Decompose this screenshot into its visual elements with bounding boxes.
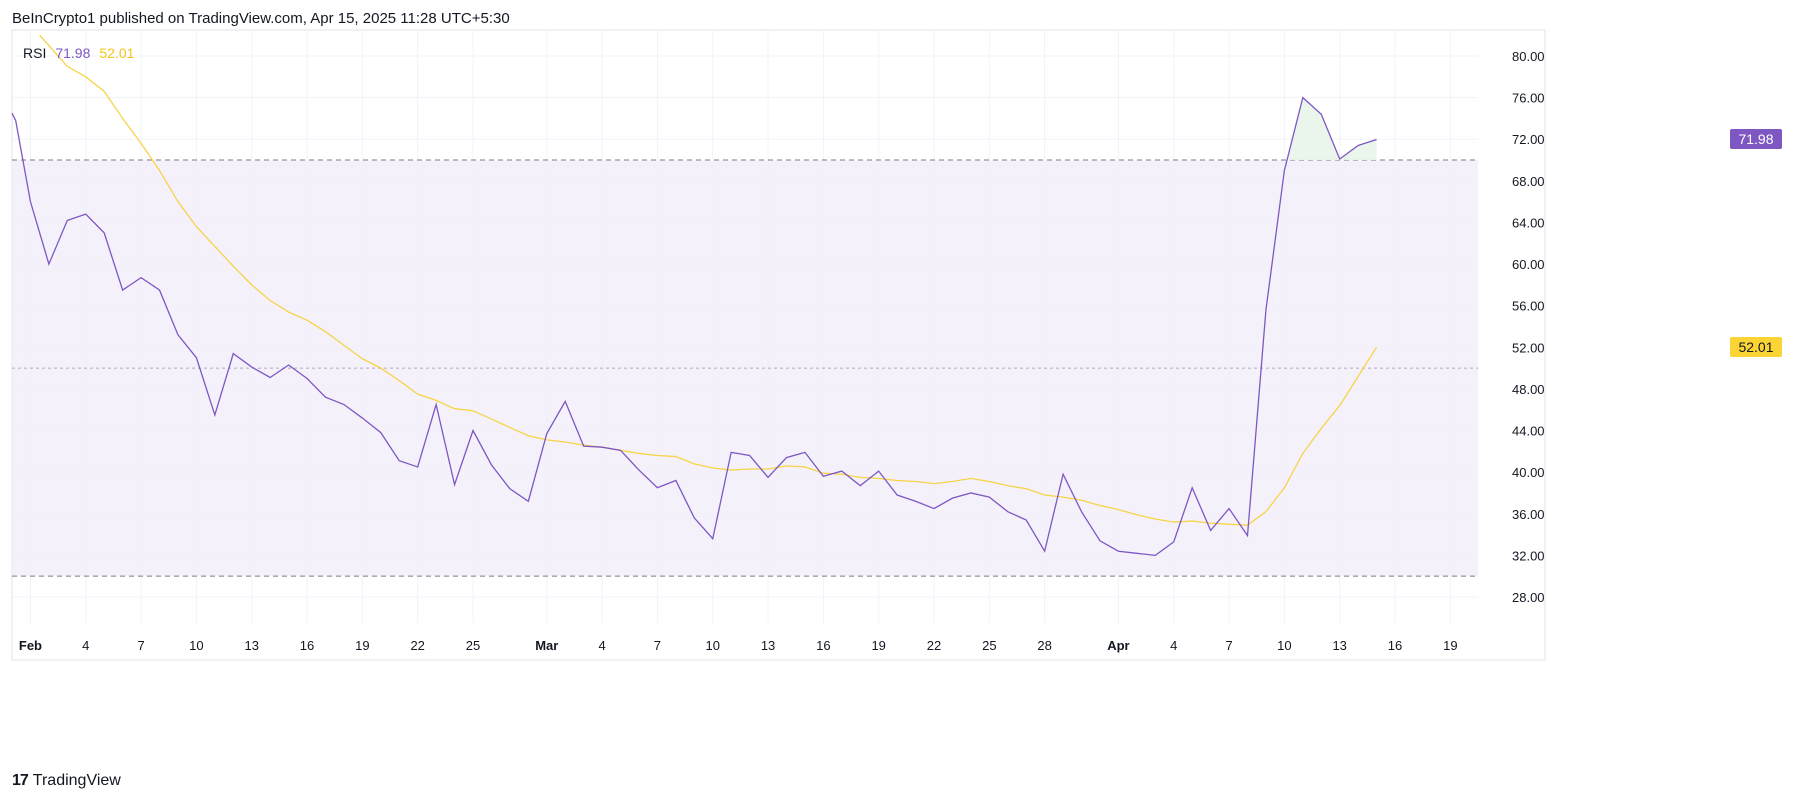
x-axis-tick-label: 7 bbox=[1225, 638, 1232, 653]
y-axis-tick-label: 32.00 bbox=[1512, 548, 1545, 563]
y-axis-tick-label: 36.00 bbox=[1512, 507, 1545, 522]
rsi-overbought-fill bbox=[1287, 97, 1377, 161]
x-axis-tick-label: 4 bbox=[82, 638, 89, 653]
tradingview-brand[interactable]: 17 TradingView bbox=[12, 772, 121, 790]
y-axis-tick-label: 60.00 bbox=[1512, 257, 1545, 272]
rsi-ma-series-line bbox=[39, 34, 1378, 526]
rsi-series-line bbox=[11, 96, 1377, 557]
y-axis-tick-label: 68.00 bbox=[1512, 174, 1545, 189]
y-axis-tick-label: 44.00 bbox=[1512, 424, 1545, 439]
x-axis-tick-label: 22 bbox=[410, 638, 424, 653]
x-axis-tick-label: 19 bbox=[355, 638, 369, 653]
x-axis-tick-label: 28 bbox=[1037, 638, 1051, 653]
x-axis-tick-label: Feb bbox=[19, 638, 42, 653]
y-axis-tick-label: 28.00 bbox=[1512, 590, 1545, 605]
x-axis-tick-label: 16 bbox=[816, 638, 830, 653]
x-axis-tick-label: 13 bbox=[1332, 638, 1346, 653]
publisher-caption: BeInCrypto1 published on TradingView.com… bbox=[12, 10, 510, 27]
tradingview-brand-name: TradingView bbox=[32, 772, 121, 789]
x-axis-tick-label: 10 bbox=[705, 638, 719, 653]
x-axis-tick-label: 13 bbox=[761, 638, 775, 653]
y-axis-tick-label: 52.00 bbox=[1512, 340, 1545, 355]
x-axis-tick-label: 4 bbox=[1170, 638, 1177, 653]
x-axis-tick-label: 4 bbox=[598, 638, 605, 653]
y-axis-tick-label: 64.00 bbox=[1512, 215, 1545, 230]
ma-price-badge: 52.01 bbox=[1730, 337, 1782, 358]
x-axis-tick-label: 25 bbox=[466, 638, 480, 653]
x-axis-tick-label: 16 bbox=[1388, 638, 1402, 653]
y-axis-tick-label: 76.00 bbox=[1512, 91, 1545, 106]
legend-indicator-name: RSI bbox=[23, 45, 47, 61]
x-axis-tick-label: Apr bbox=[1107, 638, 1129, 653]
x-axis-tick-label: 16 bbox=[300, 638, 314, 653]
y-axis-tick-label: 72.00 bbox=[1512, 132, 1545, 147]
x-axis-tick-label: 19 bbox=[871, 638, 885, 653]
x-axis-tick-label: Mar bbox=[535, 638, 558, 653]
chart-legend: RSI 71.98 52.01 bbox=[23, 45, 134, 61]
x-axis-tick-label: 10 bbox=[189, 638, 203, 653]
x-axis-tick-label: 10 bbox=[1277, 638, 1291, 653]
legend-rsi-value: 71.98 bbox=[55, 45, 91, 61]
tradingview-logo-icon: 17 bbox=[12, 772, 29, 789]
x-axis-tick-label: 13 bbox=[244, 638, 258, 653]
rsi-price-badge: 71.98 bbox=[1730, 129, 1782, 150]
x-axis-tick-label: 25 bbox=[982, 638, 996, 653]
y-axis-tick-label: 80.00 bbox=[1512, 49, 1545, 64]
x-axis-tick-label: 22 bbox=[927, 638, 941, 653]
x-axis-tick-label: 19 bbox=[1443, 638, 1457, 653]
x-axis-tick-label: 7 bbox=[654, 638, 661, 653]
y-axis-tick-label: 56.00 bbox=[1512, 299, 1545, 314]
x-axis-tick-label: 7 bbox=[137, 638, 144, 653]
legend-ma-value: 52.01 bbox=[99, 45, 135, 61]
y-axis-tick-label: 48.00 bbox=[1512, 382, 1545, 397]
y-axis-tick-label: 40.00 bbox=[1512, 465, 1545, 480]
